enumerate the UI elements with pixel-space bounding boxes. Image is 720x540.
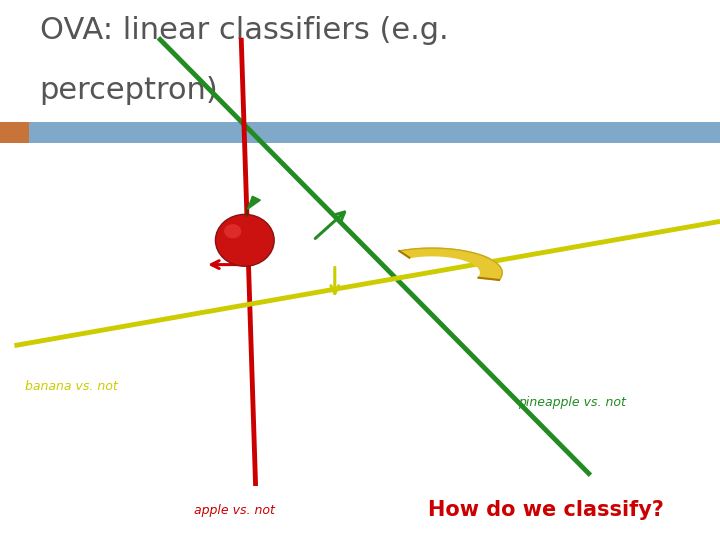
Text: banana vs. not: banana vs. not	[25, 380, 118, 393]
Polygon shape	[400, 248, 502, 280]
Text: apple vs. not: apple vs. not	[194, 504, 274, 517]
Text: How do we classify?: How do we classify?	[428, 500, 665, 521]
Text: perceptron): perceptron)	[40, 76, 218, 105]
Text: pineapple vs. not: pineapple vs. not	[518, 396, 626, 409]
Bar	[29, 122, 720, 143]
Polygon shape	[248, 196, 261, 209]
Text: OVA: linear classifiers (e.g.: OVA: linear classifiers (e.g.	[40, 16, 449, 45]
Ellipse shape	[215, 214, 274, 266]
Bar	[0, 122, 29, 143]
Ellipse shape	[224, 224, 241, 238]
